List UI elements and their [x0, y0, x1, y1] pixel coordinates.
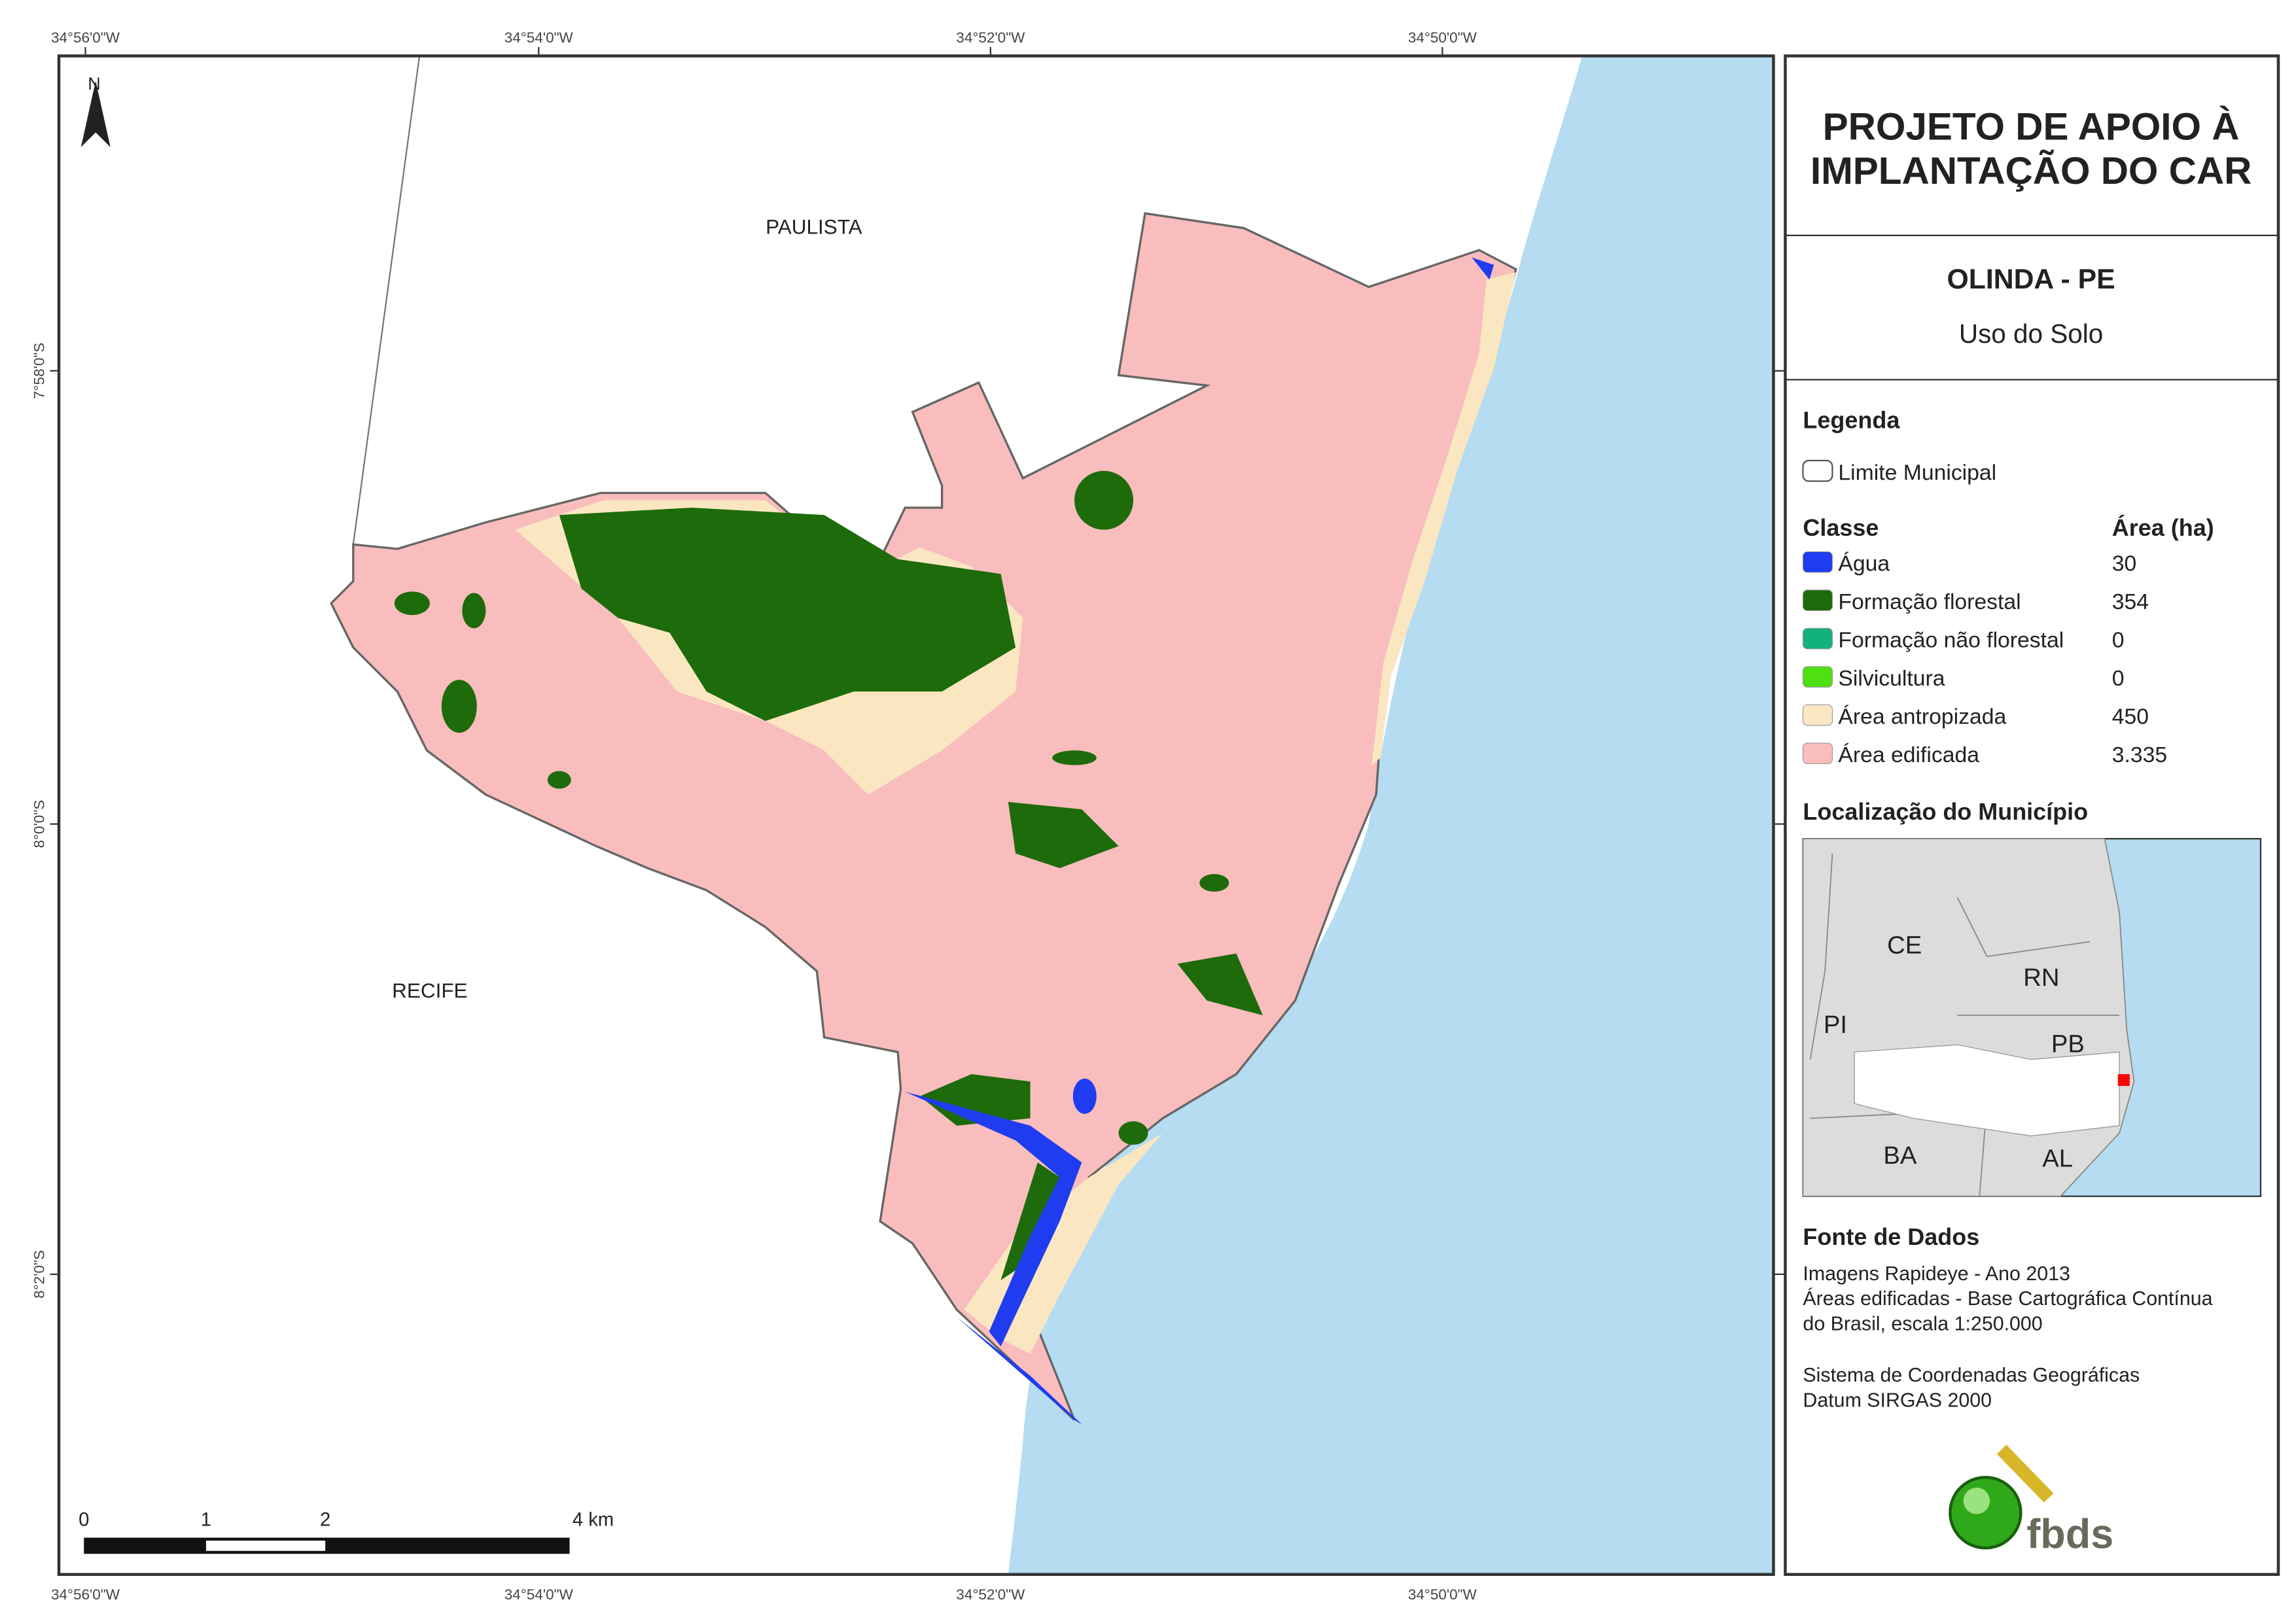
latitude-label: 7°58'0"S — [31, 343, 48, 399]
legend-area: 0 — [2112, 628, 2125, 653]
legend-area: 354 — [2112, 589, 2149, 614]
logo: fbds — [1949, 1444, 2113, 1557]
legend-swatch — [1802, 704, 1833, 726]
legend-class: Formação não florestal — [1838, 628, 2064, 653]
panel: PROJETO DE APOIO À IMPLANTAÇÃO DO CAR OL… — [1784, 54, 2280, 1577]
longitude-label: 34°50'0"W — [1408, 1586, 1477, 1603]
source-line: Datum SIRGAS 2000 — [1803, 1389, 1992, 1411]
place-label: RECIFE — [392, 979, 467, 1002]
north-label: N — [88, 74, 101, 94]
state-label: BA — [1883, 1142, 1916, 1170]
legend-area: 3.335 — [2112, 742, 2167, 767]
source-line: Sistema de Coordenadas Geográficas — [1803, 1365, 2140, 1386]
legend-boundary: Limite Municipal — [1838, 460, 1996, 485]
area-header: Área (ha) — [2112, 514, 2214, 541]
scale-label: 2 — [320, 1510, 330, 1531]
longitude-label: 34°50'0"W — [1408, 29, 1477, 46]
longitude-label: 34°52'0"W — [956, 1586, 1025, 1603]
state-label: CE — [1887, 932, 1922, 960]
place-label: PAULISTA — [766, 215, 862, 239]
municipality: OLINDA - PE — [1947, 264, 2115, 295]
north-arrow — [80, 80, 111, 147]
state-label: PI — [1824, 1011, 1847, 1039]
sources-title: Fonte de Dados — [1803, 1223, 1979, 1250]
state-label: AL — [2042, 1145, 2073, 1173]
source-line: do Brasil, escala 1:250.000 — [1803, 1313, 2042, 1335]
latitude-label: 8°0'0"S — [31, 800, 48, 848]
map: N — [57, 54, 1775, 1577]
scale-label: 4 km — [573, 1510, 614, 1531]
scale-label: 1 — [201, 1510, 211, 1531]
legend-swatch — [1802, 666, 1833, 688]
legend-title: Legenda — [1803, 407, 1900, 434]
logo-text: fbds — [2026, 1511, 2113, 1557]
class-header: Classe — [1803, 514, 1879, 541]
legend-class: Formação florestal — [1838, 589, 2021, 614]
state-label: RN — [2023, 964, 2059, 992]
longitude-label: 34°52'0"W — [956, 29, 1025, 46]
source-line: Áreas edificadas - Base Cartográfica Con… — [1803, 1288, 2212, 1310]
legend-class: Área edificada — [1838, 742, 1979, 767]
legend-swatch — [1802, 551, 1833, 573]
latitude-label: 8°2'0"S — [31, 1250, 48, 1299]
legend-class: Silvicultura — [1838, 666, 1945, 691]
location-title: Localização do Município — [1803, 798, 2088, 825]
title: IMPLANTAÇÃO DO CAR — [1810, 149, 2252, 192]
source-line: Imagens Rapideye - Ano 2013 — [1803, 1263, 2070, 1285]
legend-class: Área antropizada — [1838, 705, 2006, 729]
longitude-label: 34°56'0"W — [51, 1586, 120, 1603]
legend-swatch — [1802, 742, 1833, 764]
longitude-label: 34°54'0"W — [504, 29, 574, 46]
legend-area: 0 — [2112, 666, 2125, 691]
legend-class: Água — [1838, 551, 1890, 576]
legend-area: 30 — [2112, 551, 2137, 576]
title: PROJETO DE APOIO À — [1823, 105, 2240, 148]
longitude-label: 34°54'0"W — [504, 1586, 574, 1603]
legend-swatch — [1802, 627, 1833, 650]
state-label: PB — [2051, 1030, 2085, 1058]
legend-swatch — [1802, 589, 1833, 612]
legend-area: 450 — [2112, 705, 2149, 729]
longitude-label: 34°56'0"W — [51, 29, 120, 46]
subtitle: Uso do Solo — [1959, 319, 2103, 349]
scale-label: 0 — [79, 1510, 89, 1531]
